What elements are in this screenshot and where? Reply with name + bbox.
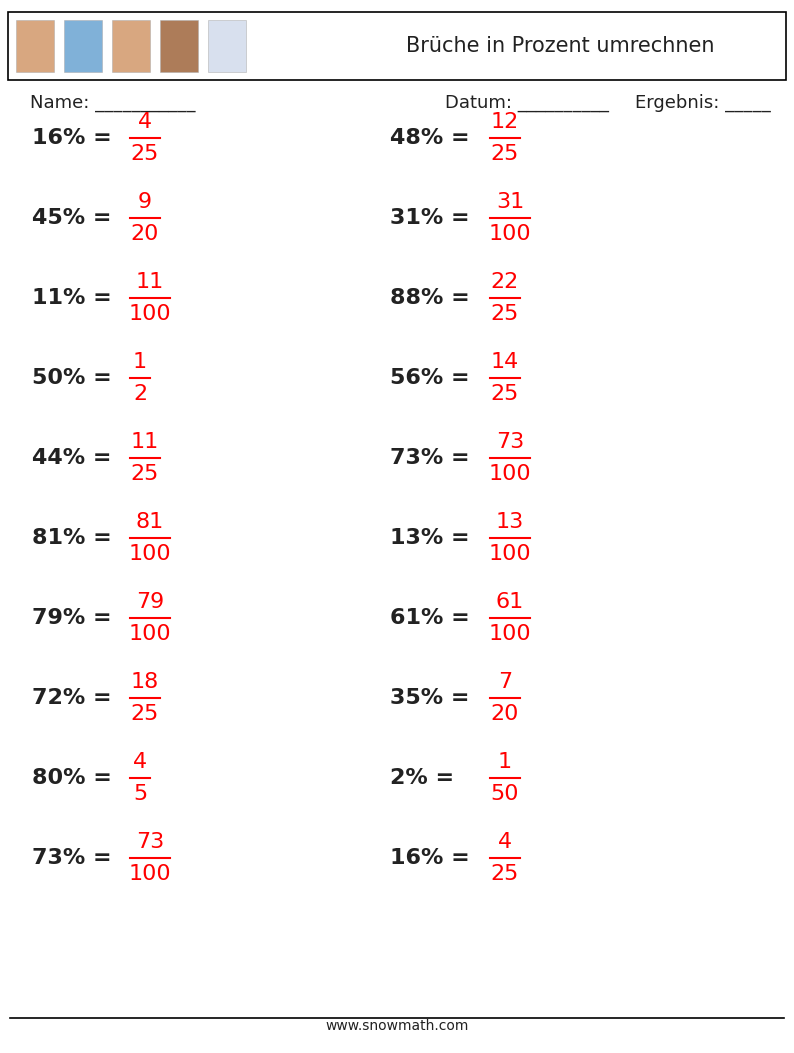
Text: 61: 61 (496, 592, 524, 612)
Text: 100: 100 (488, 544, 531, 564)
Text: 50: 50 (491, 784, 519, 804)
FancyBboxPatch shape (64, 20, 102, 72)
FancyBboxPatch shape (8, 12, 786, 80)
Text: 12: 12 (491, 112, 519, 132)
Text: 73: 73 (496, 432, 524, 452)
Text: Datum: __________: Datum: __________ (445, 94, 609, 112)
Text: 20: 20 (131, 224, 159, 244)
Text: 88% =: 88% = (390, 289, 470, 307)
Text: 31% =: 31% = (390, 208, 469, 229)
Text: 72% =: 72% = (32, 688, 112, 708)
FancyBboxPatch shape (112, 20, 150, 72)
Text: 11% =: 11% = (32, 289, 112, 307)
Text: 25: 25 (491, 304, 519, 324)
Text: 31: 31 (496, 192, 524, 212)
Text: 56% =: 56% = (390, 367, 469, 388)
Text: 81% =: 81% = (32, 528, 112, 548)
Text: 1: 1 (133, 352, 147, 372)
Text: 100: 100 (488, 464, 531, 484)
Text: 61% =: 61% = (390, 608, 470, 628)
Text: 25: 25 (131, 144, 159, 164)
Text: 11: 11 (131, 432, 159, 452)
Text: 48% =: 48% = (390, 128, 469, 148)
Text: 50% =: 50% = (32, 367, 112, 388)
Text: 18: 18 (131, 672, 159, 692)
Text: 100: 100 (129, 304, 172, 324)
Text: 25: 25 (131, 704, 159, 724)
Text: 35% =: 35% = (390, 688, 469, 708)
Text: 73: 73 (136, 832, 164, 852)
Text: 100: 100 (129, 865, 172, 885)
Text: 100: 100 (129, 624, 172, 644)
Text: 13: 13 (496, 512, 524, 532)
Text: 4: 4 (133, 752, 147, 772)
Text: 73% =: 73% = (32, 848, 112, 868)
Text: 25: 25 (491, 384, 519, 404)
Text: 16% =: 16% = (390, 848, 470, 868)
Text: 25: 25 (491, 144, 519, 164)
Text: 11: 11 (136, 272, 164, 292)
Text: 22: 22 (491, 272, 519, 292)
Text: 2: 2 (133, 384, 147, 404)
Text: 20: 20 (491, 704, 519, 724)
Text: 1: 1 (498, 752, 512, 772)
FancyBboxPatch shape (208, 20, 246, 72)
Text: 79: 79 (136, 592, 164, 612)
FancyBboxPatch shape (16, 20, 54, 72)
Text: 81: 81 (136, 512, 164, 532)
FancyBboxPatch shape (160, 20, 198, 72)
Text: 73% =: 73% = (390, 448, 469, 468)
Text: 16% =: 16% = (32, 128, 112, 148)
Text: 45% =: 45% = (32, 208, 111, 229)
Text: 4: 4 (138, 112, 152, 132)
Text: 100: 100 (129, 544, 172, 564)
Text: 9: 9 (138, 192, 152, 212)
Text: 4: 4 (498, 832, 512, 852)
Text: Ergebnis: _____: Ergebnis: _____ (635, 94, 771, 112)
Text: 80% =: 80% = (32, 768, 112, 788)
Text: 2% =: 2% = (390, 768, 454, 788)
Text: 7: 7 (498, 672, 512, 692)
Text: 25: 25 (491, 865, 519, 885)
Text: 79% =: 79% = (32, 608, 112, 628)
Text: Name: ___________: Name: ___________ (30, 94, 195, 112)
Text: 5: 5 (133, 784, 147, 804)
Text: 44% =: 44% = (32, 448, 111, 468)
Text: Brüche in Prozent umrechnen: Brüche in Prozent umrechnen (406, 36, 715, 56)
Text: www.snowmath.com: www.snowmath.com (326, 1019, 468, 1033)
Text: 100: 100 (488, 624, 531, 644)
Text: 13% =: 13% = (390, 528, 469, 548)
Text: 14: 14 (491, 352, 519, 372)
Text: 25: 25 (131, 464, 159, 484)
Text: 100: 100 (488, 224, 531, 244)
